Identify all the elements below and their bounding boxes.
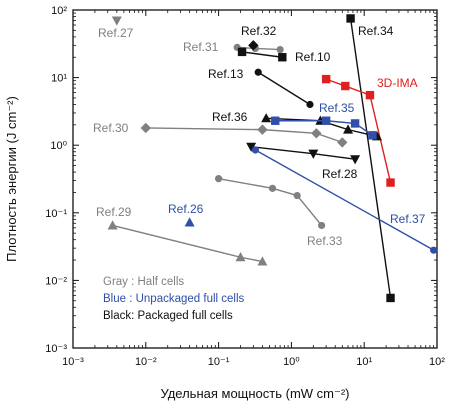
ref-label-ref-13: Ref.13: [208, 67, 244, 81]
data-point-ref-13: [306, 100, 314, 109]
y-axis-title: Плотность энергии (J cm⁻²): [4, 96, 19, 262]
ref-label-ref-34: Ref.34: [358, 24, 394, 38]
series-ref-28: [246, 142, 361, 165]
x-tick-label: 10⁻¹: [208, 356, 230, 368]
y-tick-label: 10⁻³: [45, 343, 67, 355]
data-point-ref-33: [268, 184, 277, 192]
series-ref-30: [140, 122, 348, 148]
data-point-ref-30: [337, 137, 348, 148]
series-ref-33: [215, 175, 326, 230]
data-point-3d-ima: [321, 74, 331, 84]
data-point-ref-30: [140, 122, 151, 134]
data-point-ref-27: [111, 16, 122, 26]
data-point-ref-34: [386, 293, 395, 303]
ref-label-ref-26: Ref.26: [168, 202, 204, 216]
series-line-ref-34: [349, 18, 392, 299]
ref-label-ref-32: Ref.32: [241, 24, 277, 38]
legend-notes: Gray : Half cells Blue : Unpackaged full …: [103, 276, 245, 322]
data-point-ref-10: [278, 53, 287, 62]
x-tick-label: 10⁻³: [62, 356, 84, 368]
axes: 10⁻³ 10⁻² 10⁻¹ 10⁰ 10¹ 10² 10⁻³ 10⁻² 10⁻¹ 10⁰ 10¹ 1…: [45, 5, 445, 368]
data-point-ref-37: [430, 246, 438, 254]
series-line-ref-10: [241, 51, 283, 58]
plot-frame: [72, 9, 438, 349]
data-point-3d-ima: [341, 81, 350, 91]
series-line-ref-33: [218, 177, 323, 226]
series-ref-32: [248, 40, 259, 51]
data-point-ref-31: [276, 45, 284, 54]
data-point-ref-33: [318, 221, 326, 230]
data-point-ref-30: [311, 128, 322, 139]
series-ref-29: [107, 220, 268, 266]
data-point-ref-32: [248, 40, 259, 51]
legend-note-black: Black: Packaged full cells: [103, 310, 233, 322]
data-point-ref-29: [257, 256, 268, 266]
x-tick-label: 10²: [429, 356, 445, 368]
data-point-ref-28: [246, 142, 257, 152]
data-point-ref-13: [254, 68, 262, 76]
y-tick-label: 10⁻²: [45, 275, 67, 287]
series-line-ref-37: [255, 149, 435, 251]
x-tick-label: 10¹: [356, 356, 372, 368]
data-point-3d-ima: [386, 178, 395, 187]
series-line-ref-36: [266, 117, 378, 138]
legend-note-gray: Gray : Half cells: [103, 276, 184, 288]
data-point-ref-30: [257, 124, 268, 135]
series-ref-10: [237, 47, 287, 62]
data-point-ref-36: [343, 124, 354, 134]
series-ref-34: [346, 14, 395, 303]
ref-label-3d-ima: 3D-IMA: [377, 76, 418, 90]
data-point-ref-37: [251, 146, 259, 154]
data-point-ref-29: [235, 252, 246, 262]
series-layer: [107, 14, 438, 303]
labels-layer: Ref.27 Ref.31 Ref.32 Ref.10 Ref.34 Ref.13 3D-I…: [93, 24, 426, 248]
data-point-ref-34: [346, 14, 355, 23]
x-tick-label: 10⁻²: [135, 356, 157, 368]
data-point-ref-28: [350, 155, 361, 165]
data-point-ref-35: [368, 131, 377, 140]
ref-label-ref-30: Ref.30: [93, 121, 129, 135]
x-tick-label: 10⁰: [283, 356, 300, 368]
data-point-ref-10: [237, 47, 247, 57]
data-point-ref-33: [293, 191, 301, 200]
data-point-ref-33: [215, 175, 223, 183]
data-point-ref-26: [184, 217, 195, 227]
ref-label-ref-36: Ref.36: [212, 110, 248, 124]
y-tick-label: 10¹: [51, 73, 67, 85]
data-point-ref-35: [321, 116, 331, 125]
series-line-ref-13: [257, 71, 311, 106]
ref-label-ref-27: Ref.27: [98, 26, 134, 40]
series-line-ref-28: [251, 146, 356, 160]
ref-label-ref-35: Ref.35: [319, 101, 355, 115]
ref-label-ref-28: Ref.28: [322, 167, 358, 181]
series-ref-13: [254, 68, 314, 109]
data-point-ref-35: [350, 119, 360, 128]
ref-label-ref-10: Ref.10: [295, 50, 331, 64]
series-ref-26: [184, 217, 195, 227]
y-tick-label: 10²: [51, 5, 67, 17]
data-point-ref-35: [271, 116, 280, 125]
y-tick-label: 10⁻¹: [45, 208, 67, 220]
data-point-ref-36: [261, 113, 272, 123]
ref-label-ref-29: Ref.29: [96, 205, 132, 219]
x-axis-title: Удельная мощность (mW cm⁻²): [160, 386, 349, 401]
series-line-ref-30: [145, 127, 343, 144]
legend-note-blue: Blue : Unpackaged full cells: [103, 293, 245, 305]
data-point-ref-28: [308, 149, 319, 159]
series-line-ref-35: [275, 120, 373, 136]
series-ref-37: [251, 146, 438, 254]
data-point-3d-ima: [365, 90, 375, 100]
ref-label-ref-33: Ref.33: [307, 234, 343, 248]
y-tick-label: 10⁰: [50, 140, 67, 152]
ref-label-ref-37: Ref.37: [390, 212, 426, 226]
data-point-ref-29: [107, 220, 118, 230]
ref-label-ref-31: Ref.31: [183, 40, 219, 54]
series-ref-35: [271, 116, 377, 140]
series-ref-27: [111, 16, 122, 26]
